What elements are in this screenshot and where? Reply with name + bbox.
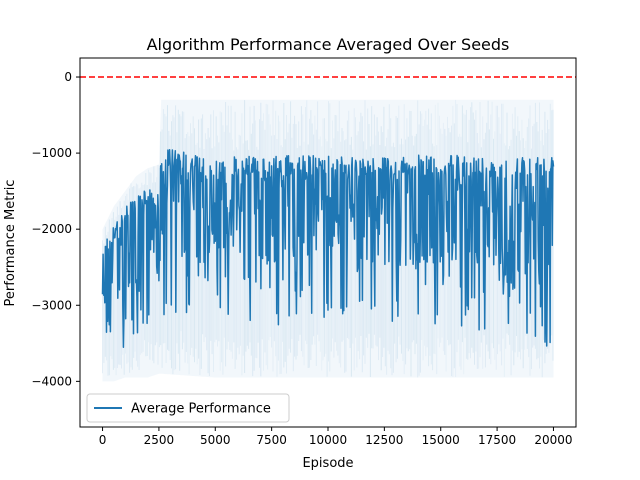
x-tick-label: 2500	[144, 433, 175, 447]
x-tick-label: 15000	[422, 433, 460, 447]
x-tick-label: 12500	[365, 433, 403, 447]
chart-title: Algorithm Performance Averaged Over Seed…	[147, 35, 510, 54]
x-axis-label: Episode	[302, 456, 353, 471]
x-tick-label: 0	[99, 433, 107, 447]
plot-area	[80, 76, 576, 382]
legend: Average Performance	[86, 393, 290, 423]
x-tick-label: 17500	[478, 433, 516, 447]
y-tick-label: −1000	[31, 146, 72, 160]
x-tick-label: 10000	[309, 433, 347, 447]
y-tick-label: 0	[64, 70, 72, 84]
x-axis: 0 2500 5000 7500 10000 12500 15000 17500 20000	[99, 427, 573, 447]
x-tick-label: 5000	[200, 433, 231, 447]
series-line	[101, 148, 555, 349]
x-tick-label: 7500	[256, 433, 287, 447]
legend-label: Average Performance	[131, 402, 271, 417]
legend-box	[86, 393, 290, 423]
y-tick-label: −3000	[31, 298, 72, 312]
y-axis-label: Performance Metric	[3, 180, 18, 307]
y-axis: 0 −1000 −2000 −3000 −4000	[31, 70, 80, 388]
x-tick-label: 20000	[534, 433, 572, 447]
series-average-performance	[101, 148, 555, 349]
y-tick-label: −4000	[31, 374, 72, 388]
y-tick-label: −2000	[31, 222, 72, 236]
